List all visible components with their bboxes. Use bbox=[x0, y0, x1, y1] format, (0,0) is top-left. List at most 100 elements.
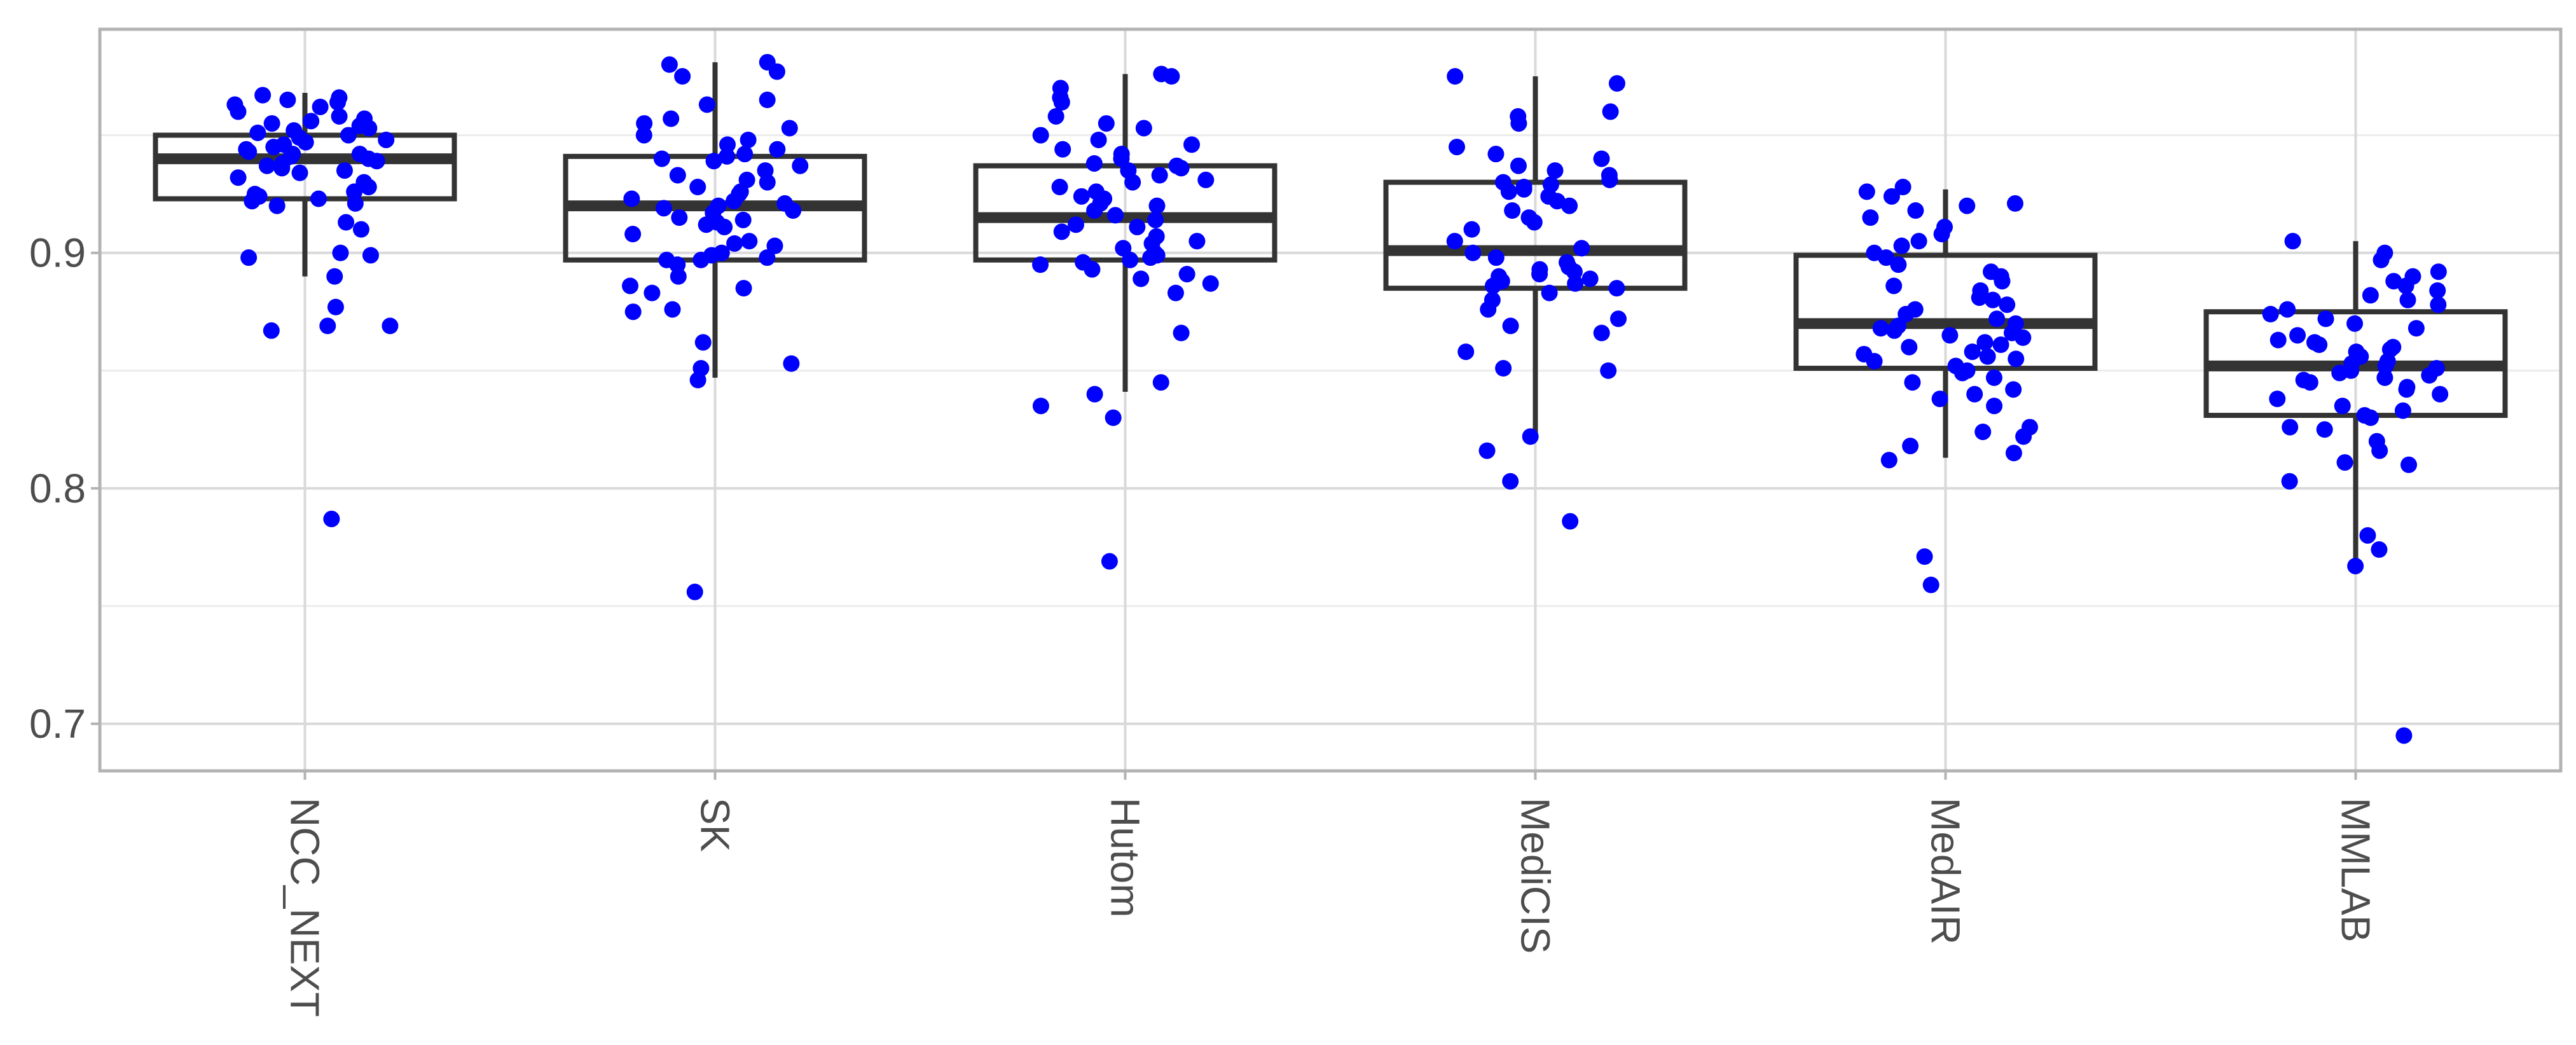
data-point bbox=[1495, 360, 1512, 377]
data-point bbox=[1168, 157, 1185, 174]
data-point bbox=[1959, 197, 1976, 214]
data-point bbox=[655, 200, 672, 217]
data-point bbox=[1542, 176, 1559, 193]
data-point bbox=[2005, 445, 2022, 462]
data-point bbox=[1153, 66, 1170, 83]
data-point bbox=[1115, 240, 1132, 257]
data-point bbox=[340, 127, 357, 144]
data-point bbox=[776, 195, 794, 212]
x-tick-label: Hutom bbox=[1103, 798, 1148, 918]
data-point bbox=[1054, 141, 1071, 158]
y-tick-label: 0.9 bbox=[29, 230, 86, 276]
data-point bbox=[258, 157, 275, 174]
data-point bbox=[1487, 249, 1505, 266]
data-point bbox=[263, 115, 280, 132]
data-point bbox=[1494, 174, 1512, 191]
data-point bbox=[644, 284, 661, 301]
data-point bbox=[2334, 398, 2351, 415]
data-point bbox=[735, 280, 752, 297]
data-point bbox=[1515, 179, 1533, 196]
data-point bbox=[1522, 428, 1539, 445]
data-point bbox=[1979, 348, 1996, 365]
data-point bbox=[1087, 183, 1105, 200]
data-point bbox=[1974, 423, 1992, 440]
data-point bbox=[2269, 391, 2286, 408]
data-point bbox=[1105, 409, 1122, 426]
data-point bbox=[2428, 360, 2445, 377]
data-point bbox=[2317, 310, 2334, 328]
data-point bbox=[2356, 407, 2373, 424]
data-point bbox=[623, 190, 640, 207]
data-point bbox=[738, 171, 755, 188]
data-point bbox=[1463, 221, 1480, 238]
data-point bbox=[1052, 80, 1069, 97]
data-point bbox=[319, 317, 336, 335]
data-point bbox=[759, 249, 776, 266]
data-point bbox=[2005, 381, 2022, 398]
data-point bbox=[2395, 727, 2413, 744]
data-point bbox=[2359, 527, 2376, 544]
data-point bbox=[1546, 162, 1564, 179]
data-point bbox=[1531, 261, 1548, 278]
data-point bbox=[1446, 233, 1463, 250]
y-tick-label: 0.7 bbox=[29, 701, 86, 747]
data-point bbox=[378, 131, 395, 148]
data-point bbox=[323, 510, 340, 527]
data-point bbox=[2399, 291, 2416, 308]
data-point bbox=[621, 277, 638, 294]
data-point bbox=[1068, 216, 1085, 233]
data-point bbox=[2008, 350, 2025, 368]
data-point bbox=[2407, 320, 2425, 337]
data-point bbox=[336, 162, 353, 179]
data-point bbox=[240, 249, 258, 266]
data-point bbox=[1600, 362, 1617, 379]
data-point bbox=[1601, 167, 1618, 184]
data-point bbox=[698, 96, 715, 113]
x-tick-label: MedAIR bbox=[1923, 798, 1969, 945]
data-point bbox=[1983, 263, 2000, 280]
data-point bbox=[2399, 378, 2416, 396]
data-point bbox=[2346, 315, 2364, 332]
data-point bbox=[1573, 240, 1590, 257]
data-point bbox=[1173, 324, 1190, 342]
data-point bbox=[2385, 338, 2402, 356]
data-point bbox=[1504, 202, 1521, 219]
data-point bbox=[1976, 334, 1994, 351]
data-point bbox=[1167, 284, 1184, 301]
data-point bbox=[1581, 270, 1599, 287]
data-point bbox=[2306, 334, 2323, 351]
data-point bbox=[246, 186, 263, 203]
data-point bbox=[1487, 146, 1505, 163]
data-point bbox=[635, 127, 652, 144]
data-point bbox=[674, 68, 691, 85]
data-point bbox=[1559, 254, 1576, 271]
box-layer bbox=[153, 62, 2508, 566]
data-point bbox=[2376, 369, 2393, 386]
data-point bbox=[230, 169, 247, 186]
data-point bbox=[1183, 136, 1201, 153]
data-point bbox=[1593, 150, 1610, 167]
data-point bbox=[1562, 513, 1579, 530]
data-point bbox=[664, 301, 681, 318]
data-point bbox=[1464, 244, 1482, 261]
data-point bbox=[710, 197, 727, 214]
data-point bbox=[1032, 398, 1049, 415]
box-medair bbox=[1793, 189, 2098, 458]
data-point bbox=[1520, 209, 1538, 226]
data-point bbox=[2348, 343, 2365, 361]
data-point bbox=[2289, 327, 2306, 344]
data-point bbox=[362, 247, 379, 264]
data-point bbox=[1491, 268, 1508, 285]
data-point bbox=[1856, 345, 1873, 363]
data-point bbox=[2007, 195, 2024, 212]
data-point bbox=[1129, 218, 1146, 235]
data-point bbox=[2347, 557, 2364, 574]
data-point bbox=[792, 157, 809, 174]
data-point bbox=[1135, 120, 1152, 137]
data-point bbox=[2022, 419, 2039, 436]
data-point bbox=[1510, 107, 1527, 125]
data-point bbox=[2279, 301, 2296, 318]
data-point bbox=[2282, 419, 2299, 436]
data-point bbox=[624, 303, 642, 321]
